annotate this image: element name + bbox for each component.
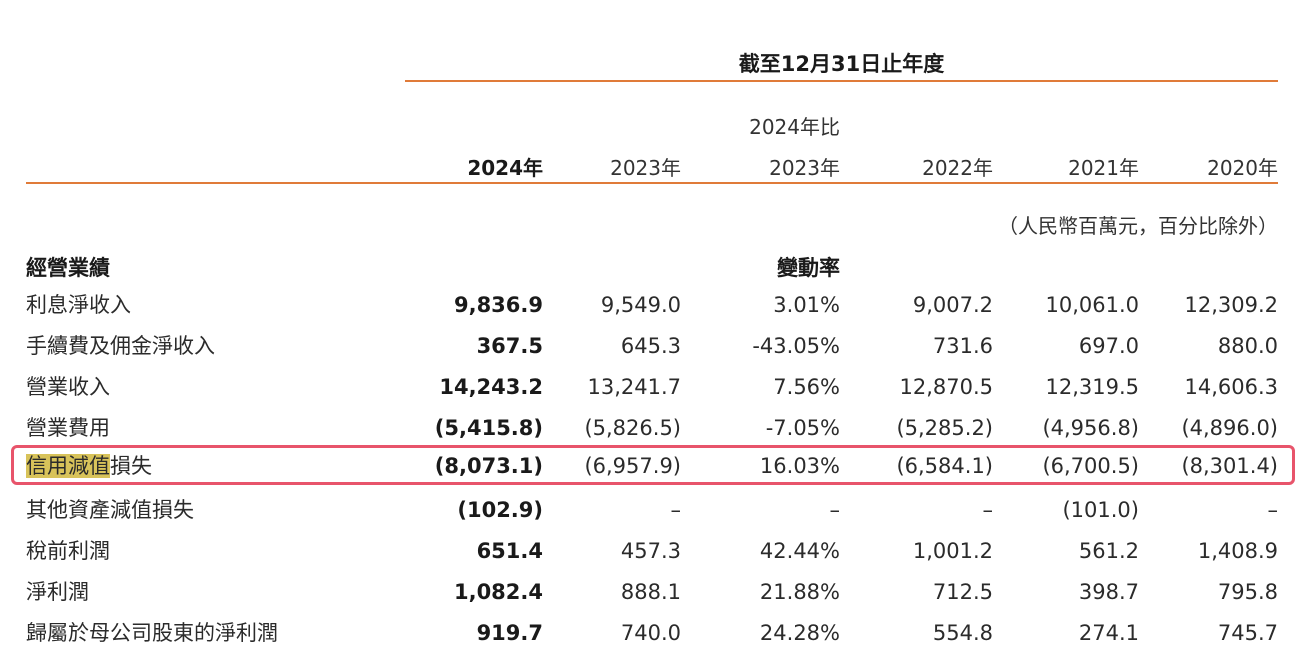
section-title: 經營業績 <box>26 256 110 280</box>
row-label: 稅前利潤 <box>26 539 110 563</box>
value-2022: 1,001.2 <box>912 539 993 563</box>
value-2022: 9,007.2 <box>912 293 993 317</box>
value-2021: 398.7 <box>1078 580 1139 604</box>
table-row: 營業費用 (5,415.8) (5,826.5) -7.05% (5,285.2… <box>0 408 1311 449</box>
value-2020: 14,606.3 <box>1184 375 1278 399</box>
value-2023: 645.3 <box>620 334 681 358</box>
value-2023: – <box>670 498 682 522</box>
table-row: 其他資產減值損失 (102.9) – – – (101.0) – <box>0 490 1311 531</box>
value-2023: (5,826.5) <box>584 416 681 440</box>
value-2023: 457.3 <box>620 539 681 563</box>
value-2021: 697.0 <box>1078 334 1139 358</box>
top-rule <box>405 80 1278 82</box>
table-row: 利息淨收入 9,836.9 9,549.0 3.01% 9,007.2 10,0… <box>0 285 1311 326</box>
value-2021: (4,956.8) <box>1042 416 1139 440</box>
value-2021: (6,700.5) <box>1042 454 1139 478</box>
year-header-2020: 2020年 <box>1207 156 1278 180</box>
value-2024: (102.9) <box>457 498 543 522</box>
table-row: 手續費及佣金淨收入 367.5 645.3 -43.05% 731.6 697.… <box>0 326 1311 367</box>
unit-note: （人民幣百萬元，百分比除外） <box>998 214 1278 238</box>
value-2023: 888.1 <box>620 580 681 604</box>
row-label: 信用減值損失 <box>26 446 152 487</box>
row-label: 手續費及佣金淨收入 <box>26 334 215 358</box>
value-change-rate: 42.44% <box>759 539 840 563</box>
value-change-rate: 16.03% <box>759 454 840 478</box>
value-2020: (8,301.4) <box>1181 454 1278 478</box>
value-2022: 12,870.5 <box>899 375 993 399</box>
table-row: 歸屬於母公司股東的淨利潤 919.7 740.0 24.28% 554.8 27… <box>0 613 1311 654</box>
value-change-rate: -43.05% <box>752 334 840 358</box>
value-2020: 795.8 <box>1217 580 1278 604</box>
value-2024: 1,082.4 <box>453 580 543 604</box>
value-2021: 561.2 <box>1078 539 1139 563</box>
change-column-year-label: 2023年 <box>769 156 840 180</box>
value-2020: – <box>1267 498 1279 522</box>
year-header-2022: 2022年 <box>922 156 993 180</box>
value-2024: (5,415.8) <box>434 416 543 440</box>
value-2022: (6,584.1) <box>896 454 993 478</box>
row-label: 淨利潤 <box>26 580 89 604</box>
value-2021: 10,061.0 <box>1045 293 1139 317</box>
value-2024: 651.4 <box>476 539 543 563</box>
value-change-rate: 21.88% <box>759 580 840 604</box>
table-row: 淨利潤 1,082.4 888.1 21.88% 712.5 398.7 795… <box>0 572 1311 613</box>
value-2022: 712.5 <box>932 580 993 604</box>
year-header-2021: 2021年 <box>1068 156 1139 180</box>
value-2024: 919.7 <box>476 621 543 645</box>
row-label: 營業收入 <box>26 375 110 399</box>
value-2022: 554.8 <box>932 621 993 645</box>
change-column-top-label: 2024年比 <box>749 115 840 139</box>
value-2024: 14,243.2 <box>439 375 543 399</box>
value-2021: (101.0) <box>1062 498 1139 522</box>
highlighted-text: 信用減值 <box>26 454 110 478</box>
table-row: 營業收入 14,243.2 13,241.7 7.56% 12,870.5 12… <box>0 367 1311 408</box>
highlight-box <box>11 445 1295 485</box>
value-change-rate: 24.28% <box>759 621 840 645</box>
table-row: 稅前利潤 651.4 457.3 42.44% 1,001.2 561.2 1,… <box>0 531 1311 572</box>
value-2020: 745.7 <box>1217 621 1278 645</box>
value-change-rate: 3.01% <box>773 293 840 317</box>
value-2021: 12,319.5 <box>1045 375 1139 399</box>
value-2023: 13,241.7 <box>587 375 681 399</box>
value-2021: 274.1 <box>1078 621 1139 645</box>
table-row-highlighted: 信用減值損失 (8,073.1) (6,957.9) 16.03% (6,584… <box>0 446 1311 487</box>
row-label: 歸屬於母公司股東的淨利潤 <box>26 621 278 645</box>
value-2022: (5,285.2) <box>896 416 993 440</box>
value-2024: 367.5 <box>476 334 543 358</box>
value-change-rate: -7.05% <box>765 416 840 440</box>
value-2020: (4,896.0) <box>1181 416 1278 440</box>
value-2024: 9,836.9 <box>453 293 543 317</box>
year-header-2024: 2024年 <box>467 156 543 180</box>
value-2020: 880.0 <box>1217 334 1278 358</box>
value-2023: (6,957.9) <box>584 454 681 478</box>
row-label: 利息淨收入 <box>26 293 131 317</box>
value-2023: 9,549.0 <box>600 293 681 317</box>
value-2023: 740.0 <box>620 621 681 645</box>
change-rate-header: 變動率 <box>777 256 840 280</box>
year-header-2023: 2023年 <box>610 156 681 180</box>
value-change-rate: 7.56% <box>773 375 840 399</box>
value-2020: 12,309.2 <box>1184 293 1278 317</box>
value-change-rate: – <box>829 498 841 522</box>
value-2024: (8,073.1) <box>434 454 543 478</box>
value-2020: 1,408.9 <box>1197 539 1278 563</box>
value-2022: 731.6 <box>932 334 993 358</box>
header-rule <box>26 182 1278 184</box>
row-label-rest: 損失 <box>110 454 152 478</box>
value-2022: – <box>982 498 994 522</box>
row-label: 其他資產減值損失 <box>26 498 194 522</box>
row-label: 營業費用 <box>26 416 110 440</box>
period-title: 截至12月31日止年度 <box>738 52 945 76</box>
